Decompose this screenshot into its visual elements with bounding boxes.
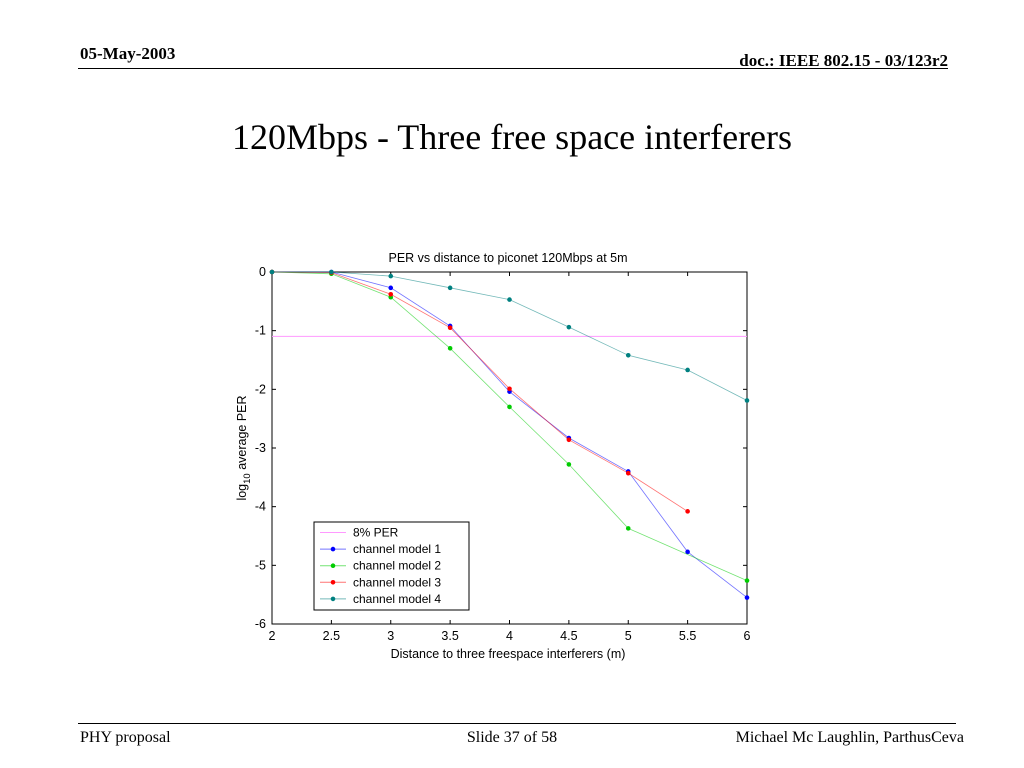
- legend-entry: channel model 1: [320, 542, 441, 556]
- y-tick-label: 0: [259, 265, 266, 279]
- y-tick-label: -1: [255, 324, 266, 338]
- data-point: [329, 269, 334, 275]
- y-axis-label-prefix: log: [235, 484, 249, 501]
- legend-label: channel model 3: [353, 575, 441, 589]
- data-point: [685, 509, 690, 514]
- x-tick-label: 4: [506, 629, 513, 643]
- legend-entry: channel model 3: [320, 575, 441, 589]
- legend-label: channel model 2: [353, 559, 441, 573]
- series-line: [271, 271, 688, 512]
- data-point: [625, 470, 631, 476]
- y-axis-label-suffix: average PER: [235, 395, 249, 473]
- x-tick-label: 2.5: [323, 629, 340, 643]
- data-point: [566, 324, 572, 330]
- footer-divider: [78, 723, 956, 724]
- legend-label: channel model 1: [353, 542, 441, 556]
- data-point: [566, 462, 572, 467]
- data-point: [625, 353, 631, 358]
- y-tick-label: -6: [255, 617, 266, 631]
- data-point: [447, 345, 453, 351]
- slide-number: Slide 37 of 58: [466, 729, 558, 746]
- x-tick-label: 6: [744, 629, 751, 643]
- y-tick-label: -3: [255, 441, 266, 455]
- legend-label: channel model 4: [353, 592, 441, 606]
- header-divider: [78, 68, 948, 69]
- legend-entry: 8% PER: [320, 526, 399, 540]
- x-tick-label: 3: [387, 629, 394, 643]
- x-tick-label: 2: [269, 629, 276, 643]
- footer-left: PHY proposal: [80, 729, 171, 746]
- x-axis-label: Distance to three freespace interferers …: [391, 647, 626, 661]
- data-point: [388, 273, 394, 279]
- series-line: [271, 271, 748, 581]
- y-tick-label: -2: [255, 382, 266, 396]
- legend-marker: [330, 563, 336, 568]
- document-id: doc.: IEEE 802.15 - 03/123r2: [739, 51, 948, 70]
- data-point: [744, 578, 750, 583]
- data-point: [507, 386, 512, 392]
- data-point: [625, 526, 631, 531]
- data-point: [744, 398, 750, 403]
- data-point: [388, 291, 394, 297]
- legend-entry: channel model 4: [320, 592, 441, 606]
- data-point: [388, 285, 394, 291]
- data-point: [507, 404, 512, 410]
- data-series: [269, 269, 750, 600]
- x-tick-label: 3.5: [441, 629, 458, 643]
- data-point: [269, 269, 275, 275]
- data-point: [685, 549, 690, 555]
- x-tick-label: 4.5: [560, 629, 577, 643]
- x-tick-labels: 2 2.5 3 3.5 4 4.5 5 5.5 6: [269, 629, 751, 643]
- legend-marker: [330, 596, 336, 602]
- data-point: [566, 437, 572, 443]
- data-point: [507, 297, 512, 302]
- data-point: [447, 325, 453, 331]
- y-axis-label-subscript: 10: [242, 473, 253, 484]
- slide-date: 05-May-2003: [80, 44, 176, 63]
- x-tick-label: 5: [625, 629, 632, 643]
- series-4: [269, 269, 750, 403]
- legend-marker: [330, 546, 336, 552]
- slide-title: 120Mbps - Three free space interferers: [231, 117, 793, 157]
- data-point: [744, 595, 750, 600]
- y-tick-labels: 0 -1 -2 -3 -4 -5 -6: [255, 265, 266, 631]
- legend-marker: [330, 580, 336, 585]
- footer-author: Michael Mc Laughlin, ParthusCeva: [735, 729, 964, 746]
- chart-title: PER vs distance to piconet 120Mbps at 5m: [388, 251, 627, 265]
- y-tick-label: -5: [255, 558, 266, 572]
- legend-entry: channel model 2: [320, 559, 441, 573]
- legend-label: 8% PER: [353, 526, 399, 540]
- legend: 8% PER channel model 1 channel model 2 chan…: [313, 521, 470, 611]
- x-tick-label: 5.5: [679, 629, 696, 643]
- data-point: [685, 367, 690, 373]
- data-point: [447, 285, 453, 291]
- y-tick-label: -4: [255, 500, 266, 514]
- y-axis-label: log10 average PER: [235, 395, 253, 500]
